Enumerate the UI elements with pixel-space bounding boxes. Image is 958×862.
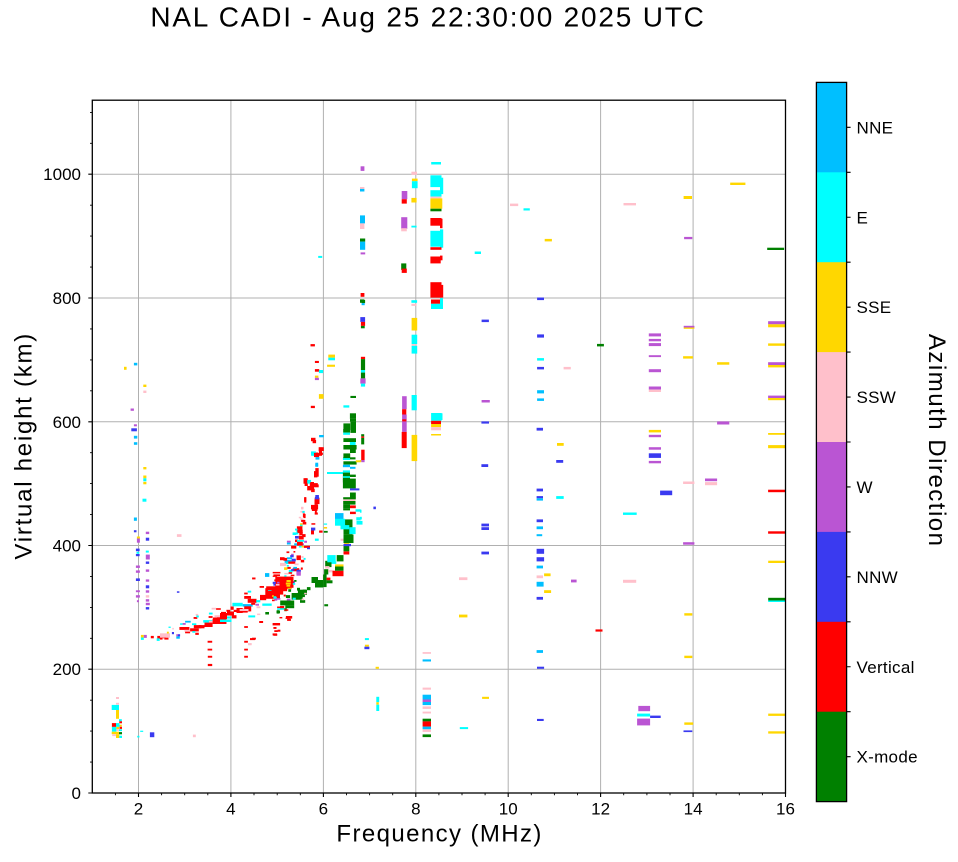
svg-text:SSW: SSW [857,388,897,407]
svg-text:1000: 1000 [43,165,81,184]
svg-text:0: 0 [72,784,81,803]
svg-text:SSE: SSE [857,298,892,317]
svg-text:200: 200 [53,660,81,679]
svg-text:NNE: NNE [857,118,894,137]
svg-text:W: W [857,478,873,497]
svg-text:Virtual height (km): Virtual height (km) [11,332,38,560]
svg-text:16: 16 [776,800,795,819]
svg-text:14: 14 [684,800,703,819]
svg-text:NAL CADI - Aug 25 22:30:00 202: NAL CADI - Aug 25 22:30:00 2025 UTC [150,2,705,33]
svg-text:12: 12 [591,800,610,819]
svg-text:Vertical: Vertical [857,658,915,677]
svg-text:E: E [857,208,869,227]
svg-text:600: 600 [53,413,81,432]
svg-text:NNW: NNW [857,568,899,587]
svg-text:4: 4 [226,800,235,819]
svg-text:2: 2 [134,800,143,819]
svg-text:10: 10 [499,800,518,819]
svg-text:400: 400 [53,537,81,556]
svg-text:X-mode: X-mode [857,748,918,767]
svg-text:6: 6 [319,800,328,819]
svg-text:Frequency (MHz): Frequency (MHz) [336,821,542,848]
svg-text:8: 8 [411,800,420,819]
svg-text:Azimuth Direction: Azimuth Direction [923,334,950,548]
svg-text:800: 800 [53,289,81,308]
